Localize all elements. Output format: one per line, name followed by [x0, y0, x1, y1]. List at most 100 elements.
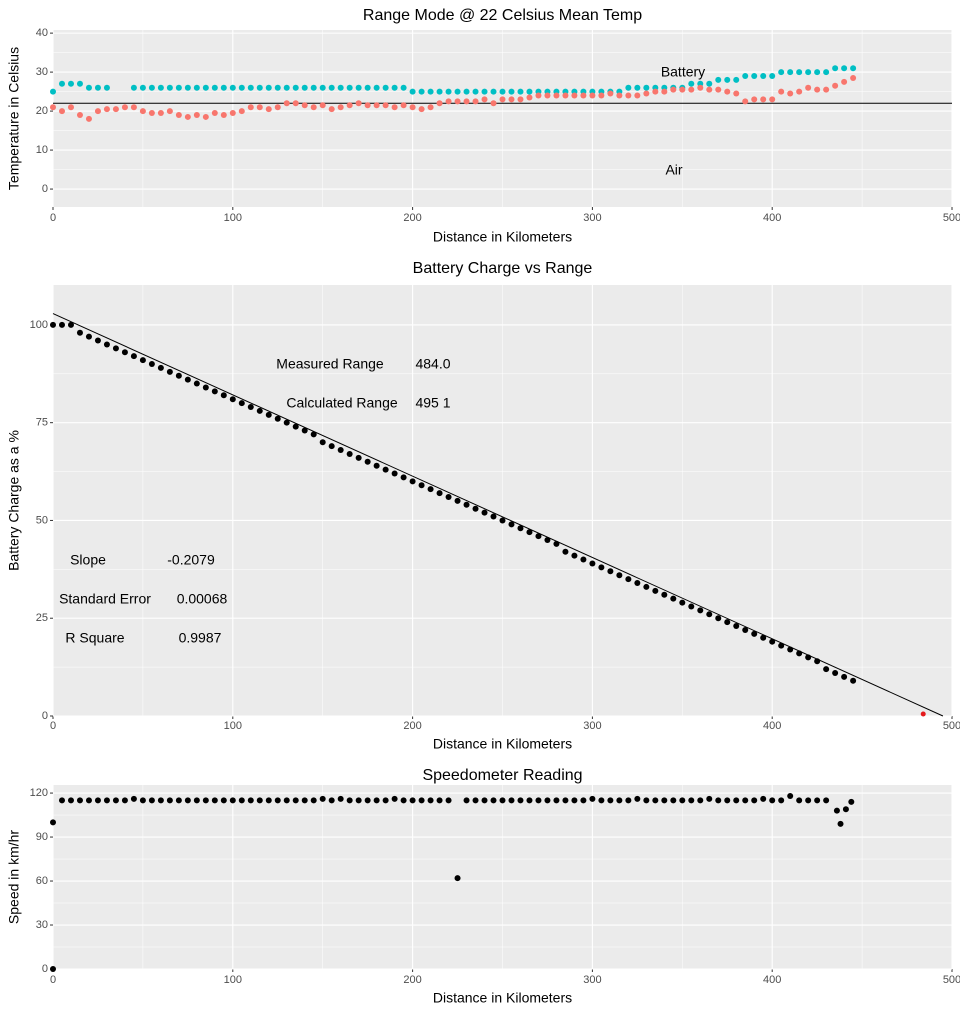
data-point: [400, 474, 407, 481]
x-tick-label: 100: [224, 720, 242, 732]
y-tick-label: 0: [42, 963, 48, 975]
data-point: [238, 400, 245, 407]
chart-title: Range Mode @ 22 Celsius Mean Temp: [363, 7, 642, 24]
annotation: R Square: [65, 630, 124, 646]
data-point: [580, 92, 587, 99]
x-tick-label: 0: [50, 720, 56, 732]
data-point: [229, 110, 236, 117]
data-point: [292, 797, 299, 804]
data-point: [58, 321, 65, 328]
data-point: [499, 88, 506, 95]
data-point: [571, 92, 578, 99]
data-point: [247, 404, 254, 411]
x-tick-label: 200: [403, 212, 421, 224]
data-point: [544, 797, 551, 804]
data-point: [76, 111, 83, 118]
data-point: [202, 797, 209, 804]
data-point: [229, 797, 236, 804]
data-point: [418, 482, 425, 489]
data-point: [823, 797, 830, 804]
data-point: [76, 80, 83, 87]
data-point: [688, 603, 695, 610]
data-point: [607, 568, 614, 575]
data-point: [274, 84, 281, 91]
data-point: [175, 84, 182, 91]
data-point: [688, 797, 695, 804]
data-point: [148, 84, 155, 91]
data-point: [832, 669, 839, 676]
data-point: [94, 84, 101, 91]
data-point: [166, 84, 173, 91]
annotation: Measured Range: [276, 356, 384, 372]
data-point: [850, 74, 857, 81]
data-point: [247, 797, 254, 804]
data-point: [409, 478, 416, 485]
data-point: [661, 797, 668, 804]
x-tick-label: 0: [50, 212, 56, 224]
data-point: [211, 84, 218, 91]
data-point: [814, 86, 821, 93]
data-point: [508, 797, 515, 804]
data-point: [337, 447, 344, 454]
data-point: [337, 795, 344, 802]
data-point: [50, 104, 56, 111]
data-point: [733, 797, 740, 804]
y-tick-label: 25: [36, 612, 48, 624]
data-point: [364, 102, 371, 109]
data-point: [94, 108, 101, 115]
data-point: [517, 797, 524, 804]
data-point: [130, 104, 137, 111]
data-point: [805, 84, 812, 91]
data-point: [220, 84, 227, 91]
x-tick-label: 400: [763, 212, 781, 224]
data-point: [274, 415, 281, 422]
data-point: [139, 357, 146, 364]
y-tick-label: 20: [36, 105, 48, 117]
data-point: [634, 795, 641, 802]
data-point: [265, 106, 272, 113]
data-point: [184, 113, 191, 120]
data-point: [85, 333, 92, 340]
data-point: [535, 797, 542, 804]
measured-point: [920, 711, 926, 717]
data-point: [265, 797, 272, 804]
data-point: [85, 797, 92, 804]
data-point: [526, 797, 533, 804]
data-point: [202, 84, 209, 91]
data-point: [139, 797, 146, 804]
data-point: [760, 73, 767, 80]
data-point: [526, 88, 533, 95]
data-point: [301, 102, 308, 109]
data-point: [848, 798, 855, 805]
data-point: [463, 501, 470, 508]
data-point: [454, 98, 461, 105]
data-point: [706, 795, 713, 802]
data-point: [418, 88, 425, 95]
data-point: [463, 98, 470, 105]
data-point: [265, 84, 272, 91]
y-tick-label: 60: [36, 875, 48, 887]
data-point: [292, 84, 299, 91]
y-tick-label: 90: [36, 831, 48, 843]
data-point: [265, 411, 272, 418]
data-point: [94, 797, 101, 804]
annotation: Slope: [70, 552, 106, 568]
data-point: [382, 102, 389, 109]
data-point: [634, 92, 641, 99]
data-point: [445, 88, 452, 95]
data-point: [373, 462, 380, 469]
data-point: [67, 797, 74, 804]
data-point: [589, 795, 596, 802]
data-point: [778, 797, 785, 804]
data-point: [643, 797, 650, 804]
data-point: [553, 540, 560, 547]
data-point: [805, 69, 812, 76]
data-point: [247, 84, 254, 91]
data-point: [643, 84, 650, 91]
data-point: [724, 76, 731, 83]
data-point: [562, 92, 569, 99]
data-point: [490, 100, 497, 107]
data-point: [256, 104, 263, 111]
data-point: [481, 88, 488, 95]
y-tick-label: 10: [36, 144, 48, 156]
